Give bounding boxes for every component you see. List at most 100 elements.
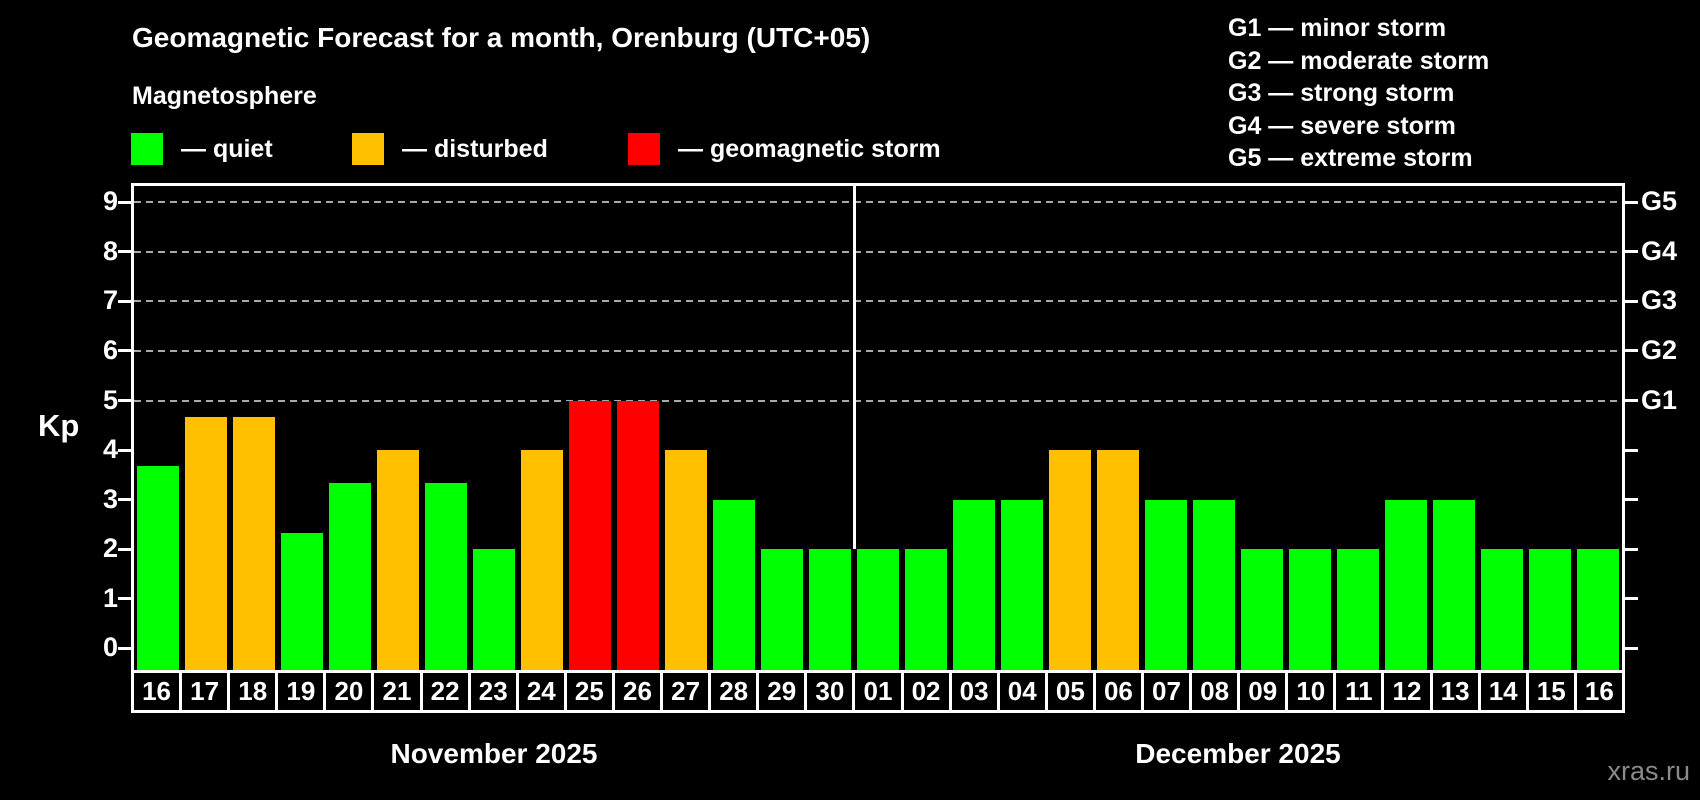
- kp-bar-23: [470, 549, 518, 670]
- disturbed-swatch-icon: [352, 133, 384, 165]
- y-tick-left-1: [118, 597, 131, 601]
- gridline-kp9: [134, 201, 1622, 204]
- date-label-22: 22: [422, 670, 471, 713]
- y-tick-right-6: [1625, 349, 1638, 353]
- date-label-27: 27: [663, 670, 712, 713]
- kp-bar-07: [1142, 499, 1190, 670]
- y-tick-label-2: 2: [102, 533, 118, 564]
- y-tick-right-3: [1625, 498, 1638, 502]
- kp-bar-25: [566, 400, 614, 670]
- legend-label-storm: — geomagnetic storm: [678, 134, 941, 163]
- gridline-kp7: [134, 300, 1622, 303]
- kp-bar-05: [1046, 450, 1094, 670]
- date-label-05: 05: [1047, 670, 1096, 713]
- date-label-01: 01: [855, 670, 904, 713]
- magnetosphere-subtitle: Magnetosphere: [132, 82, 317, 110]
- date-label-10: 10: [1288, 670, 1337, 713]
- gridline-kp6: [134, 349, 1622, 352]
- date-label-19: 19: [278, 670, 327, 713]
- y-tick-label-8: 8: [102, 235, 118, 266]
- y-tick-label-7: 7: [102, 285, 118, 316]
- kp-bar-13: [1430, 499, 1478, 670]
- date-label-06: 06: [1095, 670, 1144, 713]
- date-label-03: 03: [951, 670, 1000, 713]
- g-legend-line-G2: G2 — moderate storm: [1228, 46, 1490, 75]
- legend-label-quiet: — quiet: [181, 134, 273, 163]
- date-label-25: 25: [566, 670, 615, 713]
- g-axis-label-G3: G3: [1641, 285, 1678, 316]
- y-tick-left-5: [118, 399, 131, 402]
- g-axis-label-G4: G4: [1641, 235, 1678, 266]
- y-tick-label-1: 1: [102, 582, 118, 613]
- y-tick-left-0: [118, 646, 131, 650]
- kp-bar-04: [998, 499, 1046, 670]
- y-tick-right-2: [1625, 547, 1638, 551]
- date-label-18: 18: [230, 670, 279, 713]
- date-axis: 16 17 18 19 20 21 22 23 24 25 26 27 28 29 30 01 02 03 04 05…: [131, 670, 1625, 713]
- y-tick-label-3: 3: [102, 483, 118, 514]
- month-label-november: November 2025: [390, 738, 598, 769]
- date-label-13: 13: [1432, 670, 1481, 713]
- kp-bar-19: [278, 532, 326, 670]
- y-tick-left-8: [118, 250, 131, 254]
- kp-bar-08: [1190, 499, 1238, 670]
- y-tick-label-6: 6: [102, 334, 118, 365]
- kp-axis-title: Kp: [38, 408, 80, 443]
- date-label-20: 20: [326, 670, 375, 713]
- date-label-17: 17: [182, 670, 231, 713]
- kp-bar-17: [182, 416, 230, 670]
- page-title: Geomagnetic Forecast for a month, Orenbu…: [132, 22, 871, 53]
- date-label-23: 23: [470, 670, 519, 713]
- gridline-kp8: [134, 250, 1622, 253]
- watermark: xras.ru: [1607, 756, 1690, 786]
- plot-area: [131, 183, 1625, 670]
- y-tick-label-5: 5: [102, 384, 118, 415]
- storm-swatch-icon: [628, 133, 660, 165]
- date-label-16: 16: [1576, 670, 1625, 713]
- date-label-24: 24: [518, 670, 567, 713]
- kp-bar-27: [662, 450, 710, 670]
- g-legend-line-G5: G5 — extreme storm: [1228, 144, 1473, 172]
- date-label-02: 02: [903, 670, 952, 713]
- gridline-kp5: [134, 399, 1622, 402]
- kp-bar-26: [614, 400, 662, 670]
- date-label-14: 14: [1480, 670, 1529, 713]
- y-tick-label-9: 9: [102, 186, 118, 217]
- g-scale-legend: G1 — minor storm G2 — moderate storm G3 — …: [1228, 12, 1489, 175]
- date-label-28: 28: [711, 670, 760, 713]
- date-label-30: 30: [807, 670, 856, 713]
- date-label-16: 16: [131, 670, 183, 713]
- date-label-26: 26: [614, 670, 664, 713]
- g-axis-label-G5: G5: [1641, 186, 1678, 217]
- plot-inner: [134, 186, 1622, 670]
- y-tick-right-7: [1625, 299, 1638, 303]
- kp-bar-01: [854, 549, 902, 670]
- g-axis-label-G2: G2: [1641, 334, 1678, 365]
- date-label-08: 08: [1192, 670, 1241, 713]
- kp-bar-11: [1334, 549, 1382, 670]
- kp-bar-16: [134, 466, 182, 670]
- legend-item-storm: — geomagnetic storm: [628, 131, 941, 167]
- date-label-11: 11: [1336, 670, 1385, 713]
- g-legend-line-G4: G4 — severe storm: [1228, 111, 1456, 140]
- date-label-09: 09: [1240, 670, 1289, 713]
- kp-bar-28: [710, 499, 758, 670]
- kp-bar-30: [806, 549, 854, 670]
- kp-bar-02: [902, 549, 950, 670]
- kp-bar-21: [374, 450, 422, 670]
- quiet-swatch-icon: [131, 133, 163, 165]
- kp-bar-22: [422, 483, 470, 670]
- date-label-29: 29: [759, 670, 808, 713]
- date-label-15: 15: [1528, 670, 1577, 713]
- y-tick-left-7: [118, 299, 131, 303]
- g-axis-label-G1: G1: [1641, 384, 1678, 415]
- kp-bar-29: [758, 549, 806, 670]
- y-tick-label-0: 0: [102, 632, 118, 663]
- kp-bar-15: [1526, 549, 1574, 670]
- kp-bar-20: [326, 483, 374, 670]
- g-legend-line-G1: G1 — minor storm: [1228, 14, 1447, 42]
- kp-bar-24: [518, 450, 566, 670]
- g-legend-line-G3: G3 — strong storm: [1228, 79, 1455, 107]
- legend-item-disturbed: — disturbed: [352, 131, 548, 167]
